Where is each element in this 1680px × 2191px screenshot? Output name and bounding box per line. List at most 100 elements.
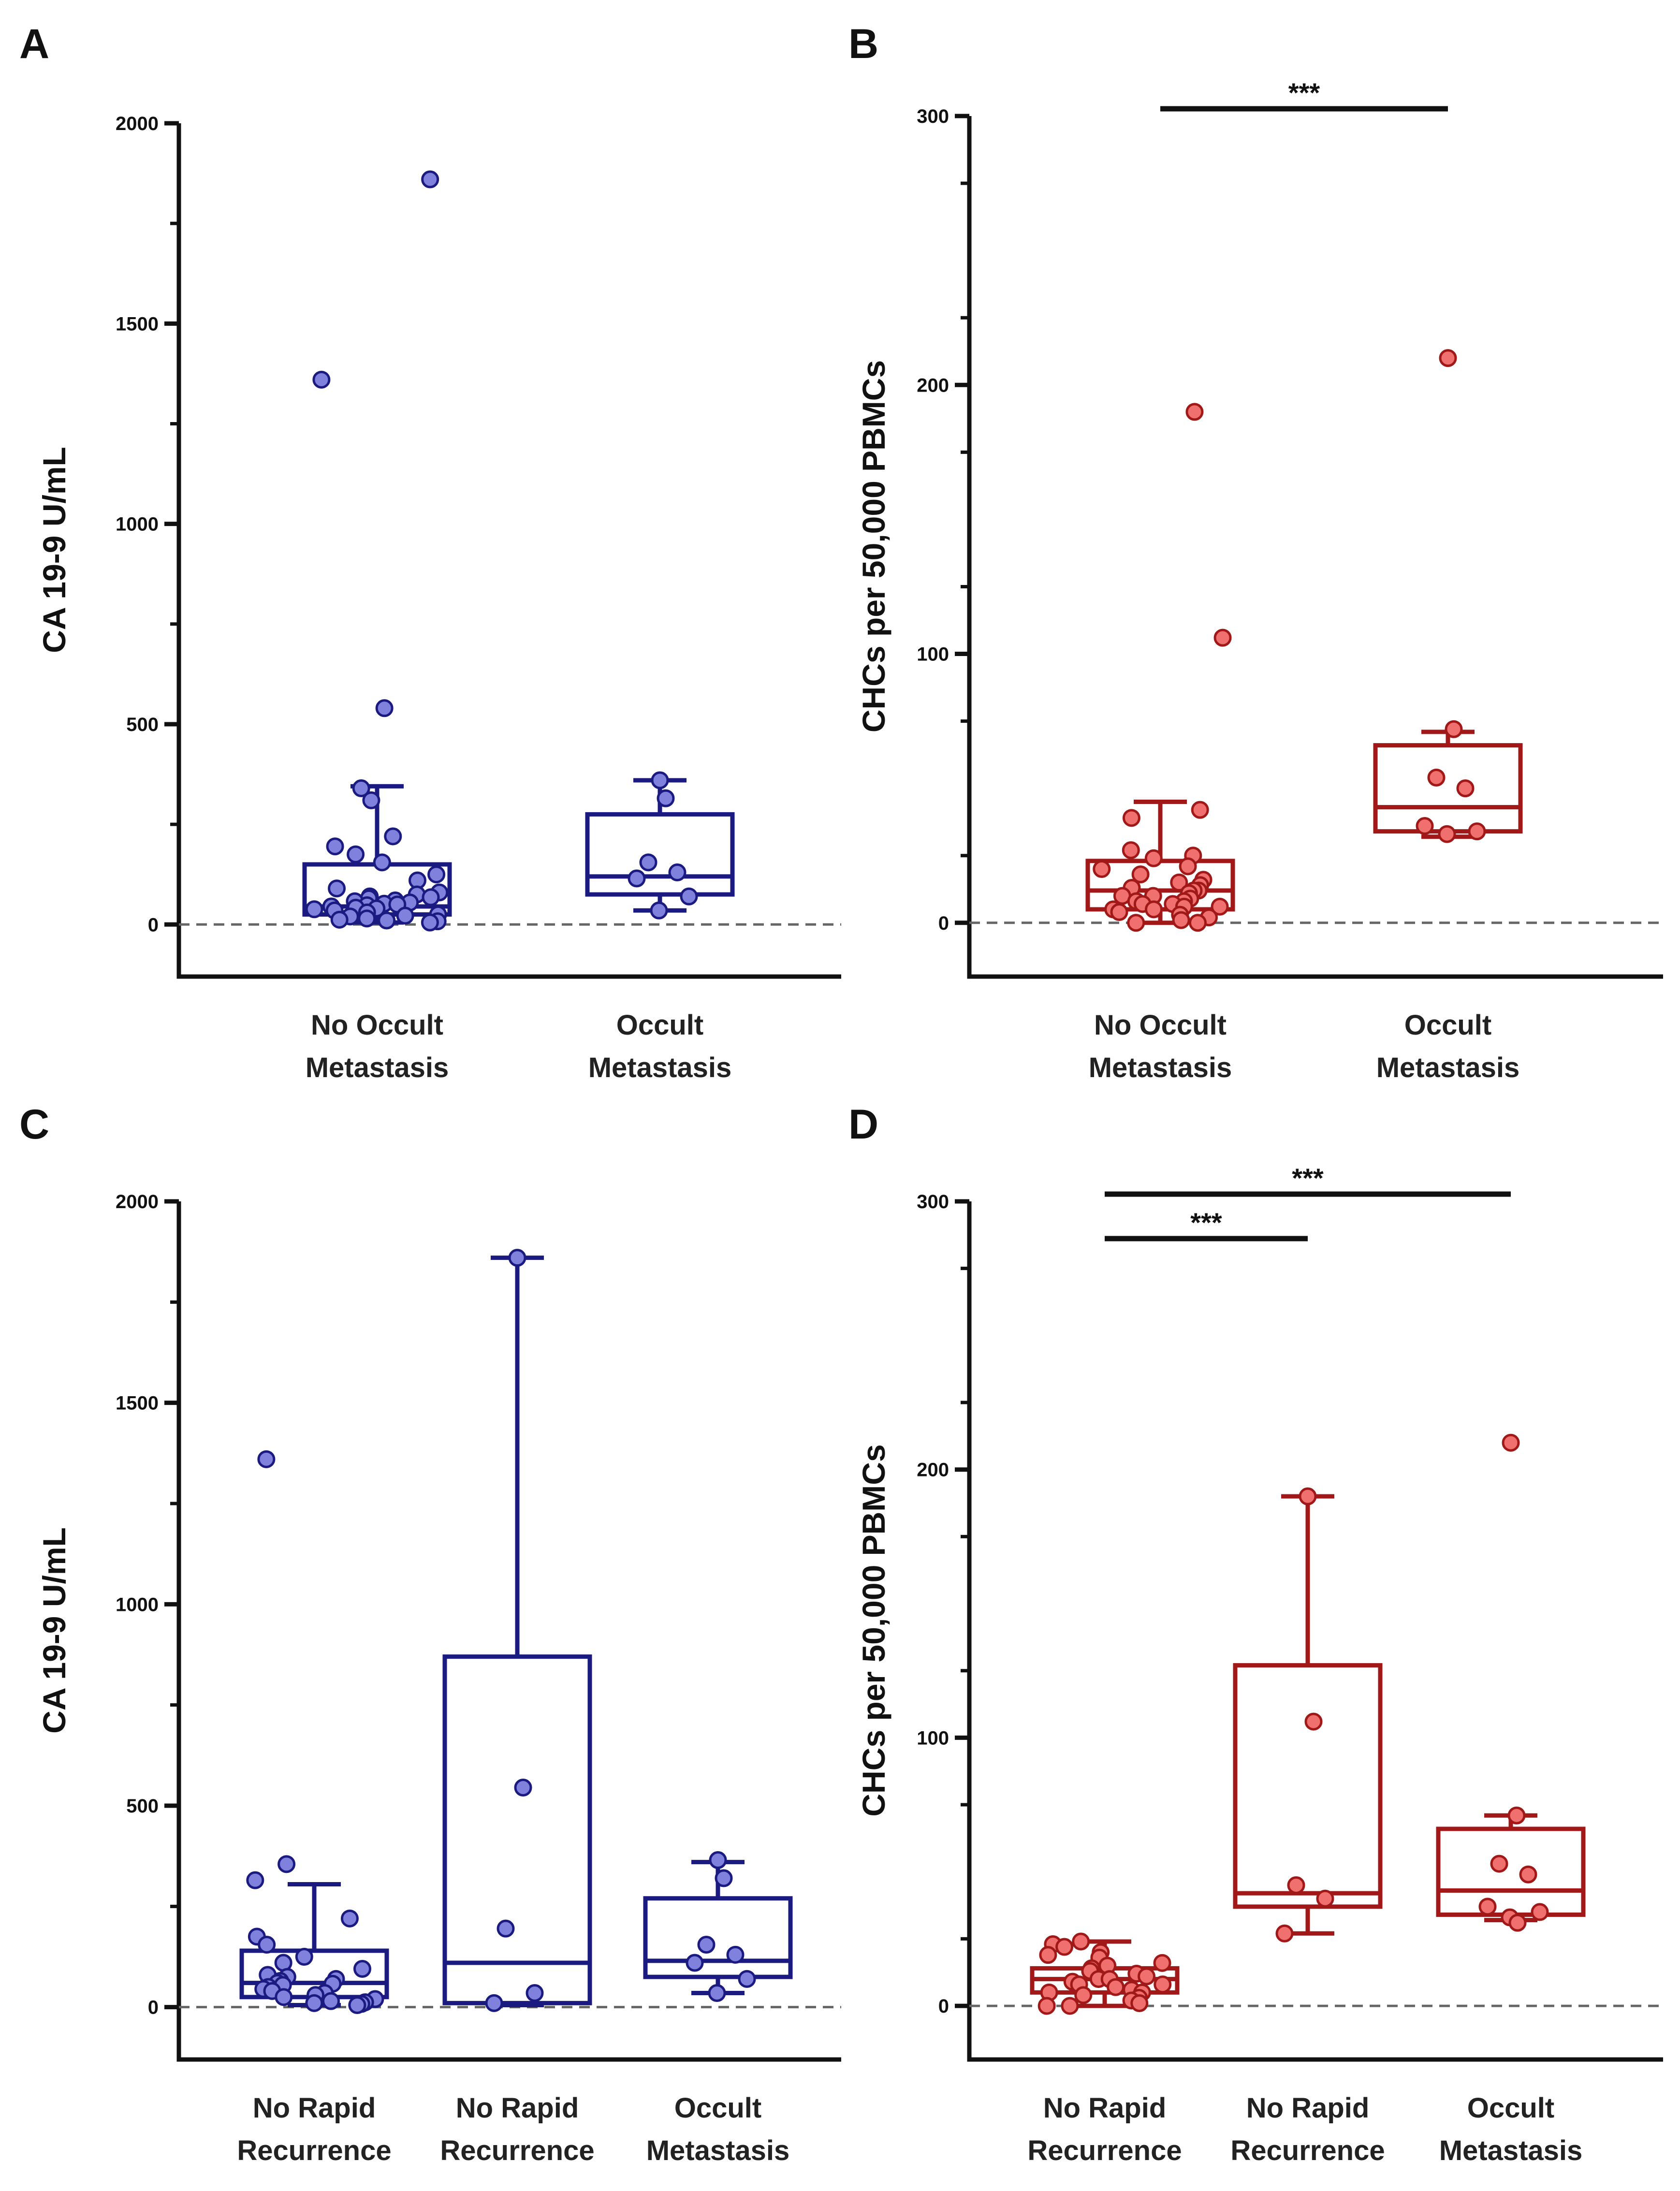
panel-label: A bbox=[19, 21, 49, 67]
y-tick-label: 1000 bbox=[116, 514, 159, 535]
iqr-box bbox=[1233, 1663, 1383, 1909]
data-point bbox=[375, 699, 394, 717]
data-point bbox=[1213, 628, 1232, 647]
data-point bbox=[1299, 1487, 1317, 1505]
data-point bbox=[485, 1994, 503, 2012]
data-point bbox=[1138, 1967, 1156, 1986]
data-point bbox=[1438, 825, 1456, 843]
data-point bbox=[514, 1779, 532, 1797]
data-point bbox=[305, 900, 323, 919]
data-point bbox=[715, 1869, 733, 1887]
y-tick-label: 200 bbox=[917, 1460, 949, 1481]
data-point bbox=[347, 845, 365, 863]
data-point bbox=[1144, 900, 1163, 919]
data-point bbox=[1039, 1946, 1057, 1964]
y-axis-label: CA 19-9 U/mL bbox=[36, 1527, 72, 1734]
x-category-label-line2: Metastasis bbox=[588, 1052, 732, 1083]
data-point bbox=[1502, 1433, 1520, 1452]
data-point bbox=[1179, 857, 1197, 876]
data-point bbox=[1445, 720, 1463, 738]
data-point bbox=[1144, 849, 1163, 867]
data-point bbox=[1191, 801, 1209, 819]
iqr-box bbox=[1436, 1826, 1586, 1917]
x-category-label-line2: Metastasis bbox=[646, 2135, 790, 2166]
data-point bbox=[1439, 349, 1457, 367]
y-axis-label: CHCs per 50,000 PBMCs bbox=[856, 360, 891, 732]
data-point bbox=[708, 1984, 726, 2002]
x-category-label-line1: Occult bbox=[674, 2092, 762, 2124]
data-point bbox=[246, 1871, 264, 1889]
data-point bbox=[686, 1954, 704, 1972]
data-point bbox=[322, 1992, 340, 2010]
y-tick-label: 2000 bbox=[116, 1191, 159, 1212]
data-point bbox=[328, 879, 346, 898]
y-tick-label: 1000 bbox=[116, 1594, 159, 1615]
y-tick-label: 200 bbox=[917, 375, 949, 396]
data-point bbox=[1154, 1975, 1172, 1994]
data-point bbox=[697, 1936, 716, 1954]
data-point bbox=[1037, 1997, 1056, 2015]
box-group bbox=[585, 771, 735, 920]
data-point bbox=[1275, 1924, 1294, 1943]
data-point bbox=[668, 863, 687, 882]
y-tick-label: 1500 bbox=[116, 1393, 159, 1414]
data-point bbox=[358, 909, 376, 928]
data-point bbox=[526, 1984, 544, 2002]
data-point bbox=[421, 170, 439, 189]
data-point bbox=[709, 1851, 727, 1869]
y-tick-label: 300 bbox=[917, 1191, 949, 1212]
box-group bbox=[442, 1249, 592, 2012]
data-point bbox=[1172, 911, 1190, 929]
data-point bbox=[1188, 914, 1207, 932]
box-group bbox=[1085, 403, 1235, 932]
data-point bbox=[1093, 860, 1111, 878]
x-category-label-line1: No Rapid bbox=[1043, 2092, 1167, 2124]
data-point bbox=[1107, 1978, 1125, 1996]
data-point bbox=[257, 1450, 276, 1468]
y-tick-label: 2000 bbox=[116, 113, 159, 134]
data-point bbox=[258, 1936, 276, 1954]
data-point bbox=[348, 1996, 366, 2014]
data-point bbox=[628, 869, 646, 888]
box-group bbox=[1233, 1487, 1383, 1943]
data-point bbox=[305, 1994, 323, 2012]
data-point bbox=[1508, 1913, 1527, 1932]
y-tick-label: 0 bbox=[148, 914, 159, 935]
data-point bbox=[1153, 1954, 1171, 1972]
data-point bbox=[1061, 1997, 1079, 2015]
significance-label: *** bbox=[1190, 1207, 1222, 1238]
y-tick-label: 100 bbox=[917, 644, 949, 665]
x-category-label-line2: Metastasis bbox=[306, 1052, 449, 1083]
data-point bbox=[278, 1855, 296, 1873]
box-group bbox=[1373, 349, 1523, 843]
panel-label: B bbox=[848, 21, 878, 67]
data-point bbox=[726, 1945, 745, 1964]
box-group bbox=[302, 170, 452, 932]
data-point bbox=[1287, 1876, 1305, 1894]
significance-label: *** bbox=[1292, 1163, 1324, 1193]
data-point bbox=[1131, 865, 1150, 884]
data-point bbox=[651, 771, 669, 789]
data-point bbox=[1304, 1712, 1323, 1731]
data-point bbox=[330, 910, 349, 929]
significance-label: *** bbox=[1288, 77, 1320, 108]
y-tick-label: 1500 bbox=[116, 313, 159, 335]
data-point bbox=[1456, 779, 1475, 798]
x-category-label-line1: Occult bbox=[616, 1009, 704, 1041]
y-tick-label: 0 bbox=[938, 913, 949, 934]
data-point bbox=[1127, 914, 1145, 932]
data-point bbox=[1416, 817, 1434, 835]
y-axis-label: CA 19-9 U/mL bbox=[36, 447, 72, 653]
x-category-label-line1: No Rapid bbox=[456, 2092, 579, 2124]
x-category-label-line1: Occult bbox=[1404, 1009, 1492, 1041]
x-category-label-line1: No Rapid bbox=[253, 2092, 376, 2124]
x-category-label-line2: Recurrence bbox=[1230, 2135, 1385, 2166]
data-point bbox=[497, 1919, 515, 1938]
data-point bbox=[1507, 1806, 1526, 1825]
x-category-label-line2: Recurrence bbox=[440, 2135, 594, 2166]
data-point bbox=[352, 779, 370, 798]
chart-panel-b: B 0 100 200 300 CHCs per 50,000 PBMCs No Occul… bbox=[848, 21, 1663, 1083]
data-point bbox=[1185, 403, 1204, 421]
data-point bbox=[1170, 873, 1188, 891]
